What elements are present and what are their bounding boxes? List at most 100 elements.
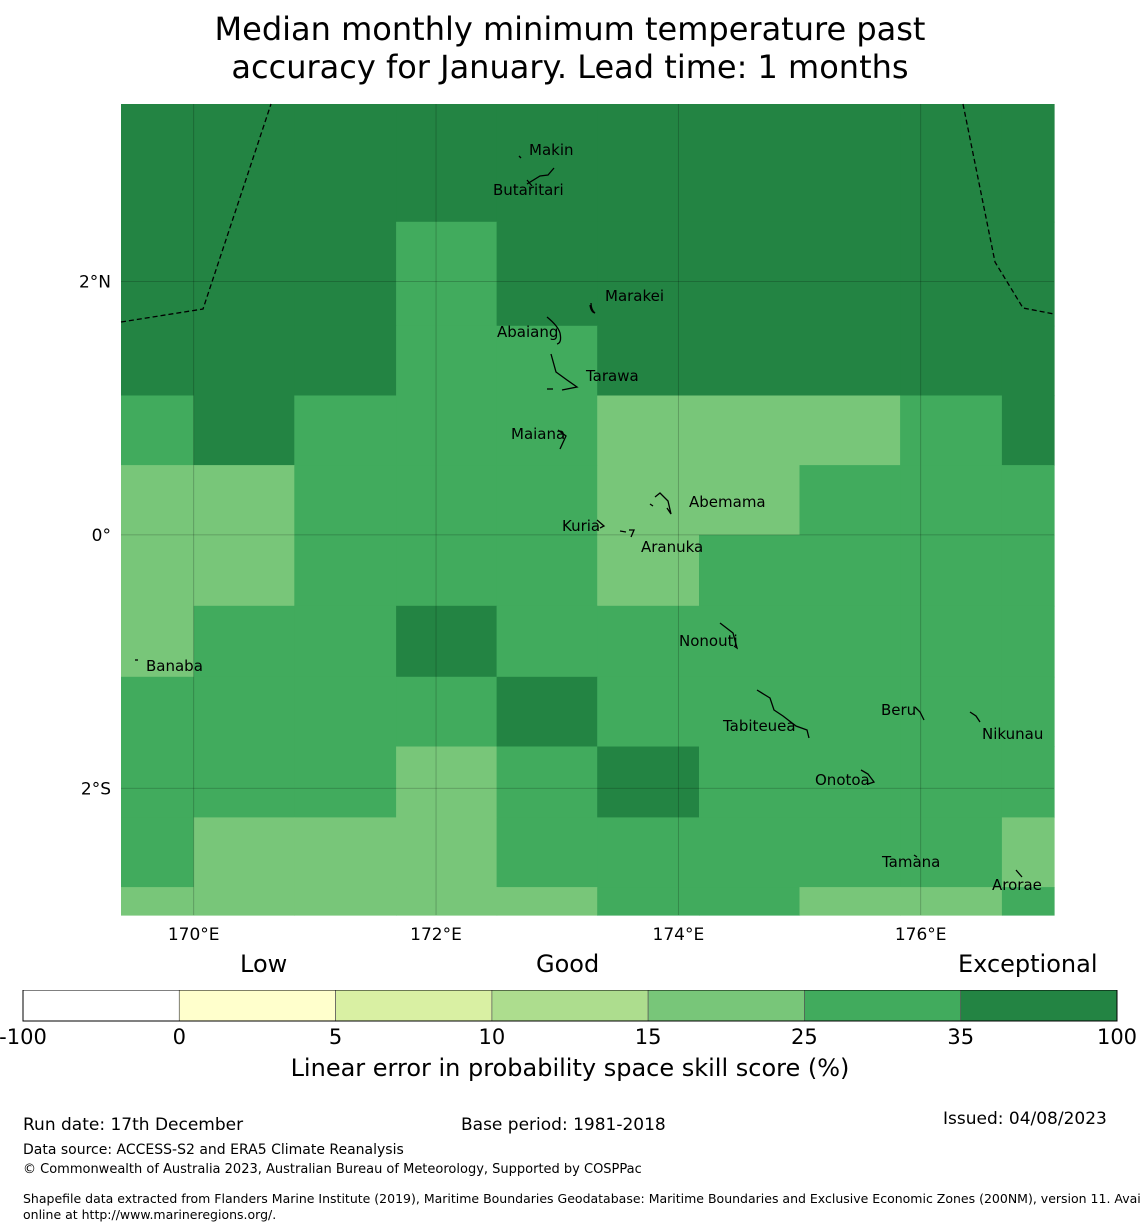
grid-cell [597, 534, 700, 607]
grid-cell [193, 746, 295, 819]
grid-cell [799, 605, 901, 678]
colorbar-tick-label: 10 [479, 1025, 506, 1049]
island-outlines [135, 155, 1023, 878]
nonouti-outline [719, 622, 739, 650]
island-label-banaba: Banaba [146, 657, 203, 675]
grid-cell [496, 395, 598, 466]
grid-cell [496, 605, 598, 678]
eez-boundary-east [962, 103, 1055, 315]
grid-cell [597, 887, 700, 916]
colorbar [22, 990, 1118, 1022]
grid-cell [597, 605, 700, 678]
island-label-tamana: Tamana [881, 853, 940, 871]
grid-cell [799, 676, 901, 748]
grid-cell [699, 465, 801, 536]
arorae-outline [1015, 869, 1023, 878]
colorbar-tick-label: 0 [173, 1025, 186, 1049]
shapefile-credit-line-1: Shapefile data extracted from Flanders M… [23, 1191, 1140, 1206]
grid-cell [799, 746, 901, 819]
grid-cell [699, 746, 801, 819]
beru-outline [914, 706, 925, 721]
grid-cell [496, 104, 598, 223]
grid-cell [900, 676, 1003, 748]
island-label-butaritari: Butaritari [493, 181, 564, 199]
grid-cell [396, 605, 498, 678]
axis-ticks: 170°E 172°E 174°E 176°E 2°N 0° 2°S [79, 272, 947, 945]
grid-cell [121, 676, 195, 748]
grid-cell [699, 676, 801, 748]
grid-cell [396, 746, 498, 819]
colorbar-swatch [491, 990, 649, 1022]
x-tick-label: 170°E [168, 925, 220, 945]
grid-cell [193, 887, 295, 916]
island-label-tabiteuea: Tabiteuea [722, 717, 796, 735]
category-low: Low [240, 950, 288, 978]
colorbar-tick-label: 35 [947, 1025, 974, 1049]
island-labels: Makin Butaritari Marakei Abaiang Tarawa … [146, 141, 1043, 894]
graticule [121, 104, 1054, 915]
colorbar-swatch [22, 990, 180, 1022]
copyright: © Commonwealth of Australia 2023, Austra… [23, 1162, 642, 1177]
aranuka-outline [619, 529, 635, 538]
eez-boundary-west [120, 103, 272, 323]
grid-cell [396, 325, 498, 397]
grid-cell [900, 605, 1003, 678]
grid-cell [900, 746, 1003, 819]
maiana-outline [557, 429, 567, 450]
island-label-abemama: Abemama [689, 493, 766, 511]
grid-cell [799, 395, 901, 466]
colorbar-swatch [178, 990, 336, 1022]
grid-cell [900, 817, 1003, 888]
grid-cell [193, 676, 295, 748]
grid-cell [1001, 676, 1055, 748]
y-tick-label: 2°S [81, 779, 111, 799]
grid-cell [597, 104, 700, 223]
grid-cell [496, 676, 598, 748]
grid-cell [799, 325, 901, 397]
colorbar-swatch [647, 990, 805, 1022]
grid-cell [597, 676, 700, 748]
grid-cell [121, 605, 195, 678]
grid-cell [699, 104, 801, 223]
grid-cell [597, 817, 700, 888]
grid-cell [597, 465, 700, 536]
grid-cell [1001, 605, 1055, 678]
grid-cell [193, 605, 295, 678]
grid-cell [1001, 746, 1055, 819]
island-label-nikunau: Nikunau [982, 725, 1043, 743]
grid-cell [900, 887, 1003, 916]
base-period: Base period: 1981-2018 [461, 1115, 666, 1135]
grid-cell [396, 104, 498, 223]
grid-cell [799, 221, 901, 327]
grid-cell [121, 746, 195, 819]
eez-boundaries [120, 103, 1055, 323]
data-source: Data source: ACCESS-S2 and ERA5 Climate … [23, 1142, 404, 1158]
grid-cell [294, 221, 397, 327]
grid-cell [193, 104, 295, 223]
abaiang-outline [546, 316, 562, 345]
island-label-nonouti: Nonouti [679, 632, 738, 650]
colorbar-swatch [335, 990, 493, 1022]
grid-cell [900, 325, 1003, 397]
grid-cell [699, 395, 801, 466]
title-line-2: accuracy for January. Lead time: 1 month… [231, 48, 909, 86]
tabiteuea-outline [756, 689, 810, 739]
grid-cell [699, 534, 801, 607]
island-label-onotoa: Onotoa [815, 771, 870, 789]
grid-cell [699, 325, 801, 397]
colorbar-tick-label: 100 [1097, 1025, 1137, 1049]
island-label-beru: Beru [881, 701, 916, 719]
map-title: Median monthly minimum temperature past … [0, 10, 1140, 86]
grid-cell [699, 221, 801, 327]
grid-cell [294, 676, 397, 748]
grid-cell [121, 817, 195, 888]
abemama-outline [649, 492, 672, 515]
grid-cell [699, 817, 801, 888]
tarawa-outline [547, 353, 579, 391]
grid-cell [496, 534, 598, 607]
title-line-1: Median monthly minimum temperature past [214, 10, 926, 48]
island-label-aranuka: Aranuka [641, 538, 703, 556]
grid-cell [597, 221, 700, 327]
colorbar-swatch [804, 990, 962, 1022]
grid-cell [900, 465, 1003, 536]
